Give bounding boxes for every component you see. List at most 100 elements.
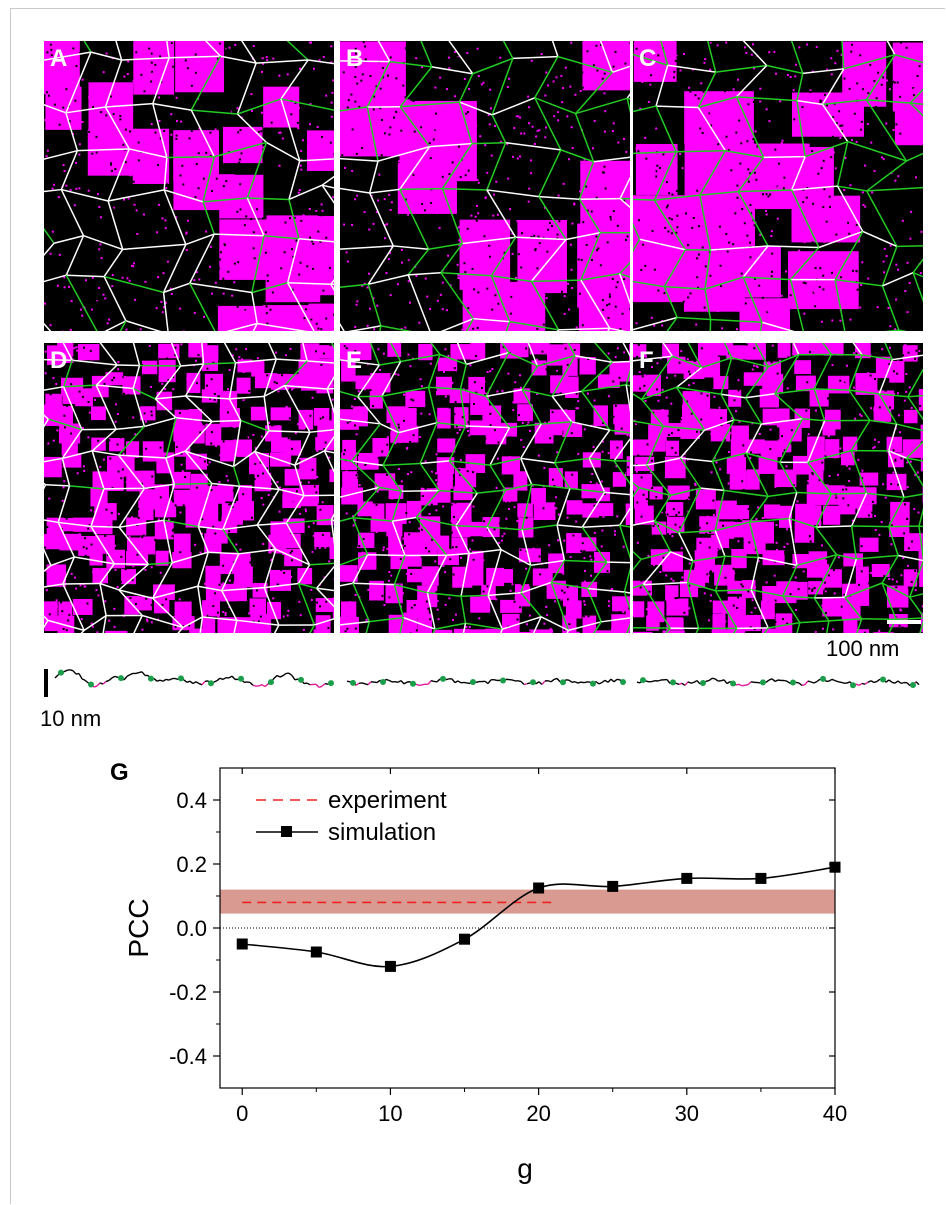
noise-dot [139,620,142,623]
noise-dot [410,606,413,609]
cell-edge [710,245,769,251]
noise-dot [551,306,554,309]
noise-dot [386,288,389,291]
noise-dot [897,175,900,178]
noise-dot [448,173,451,176]
noise-dot [49,252,52,255]
noise-dot [349,601,352,604]
noise-dot [653,170,656,173]
noise-dot [505,594,508,597]
cell-edge [588,429,611,459]
noise-dot [347,99,350,102]
cell-edge [471,141,506,145]
noise-dot [449,470,452,473]
noise-dot [386,443,389,446]
noise-dot [753,270,756,273]
noise-dot [409,365,412,368]
noise-dot [809,130,812,133]
noise-dot [382,549,385,552]
noise-dot [459,260,462,263]
cell-edge [427,354,441,388]
cell-edge [502,41,514,59]
domain-blob [370,373,391,393]
cell-edge [44,149,78,160]
noise-dot [148,289,151,292]
noise-dot [260,130,263,133]
noise-dot [582,53,585,56]
noise-dot [52,430,55,433]
noise-dot [495,352,498,355]
noise-dot [441,545,444,548]
noise-dot [184,59,187,62]
noise-dot [509,312,512,315]
noise-dot [405,524,408,527]
noise-dot [554,327,557,330]
noise-dot [912,87,915,90]
noise-dot [831,319,834,322]
domain-blob [727,615,751,632]
domain-blob [871,564,890,577]
cell-edge [60,150,79,190]
noise-dot [571,473,574,476]
noise-dot [900,296,903,299]
noise-dot [603,130,606,133]
noise-dot [262,503,265,506]
noise-dot [653,324,656,327]
noise-dot [467,169,470,172]
noise-dot [461,213,464,216]
cell-edge [633,316,678,331]
noise-dot [749,172,752,175]
noise-dot [808,52,811,55]
noise-dot [119,115,122,118]
noise-dot [236,305,239,308]
noise-dot [670,218,673,221]
noise-dot [390,574,393,577]
domain-blob [920,454,923,472]
noise-dot [353,573,356,576]
noise-dot [184,476,187,479]
noise-dot [287,609,290,612]
noise-dot [70,432,73,435]
cell-edge [62,556,76,585]
cell-edge [321,175,334,186]
noise-dot [816,144,819,147]
noise-dot [354,350,357,353]
noise-dot [286,259,289,262]
noise-dot [514,194,517,197]
noise-dot [566,598,569,601]
noise-dot [614,300,617,303]
cell-edge [448,425,467,462]
cell-edge [105,102,153,108]
domain-blob [841,599,861,621]
cell-edge [556,488,571,526]
noise-dot [332,550,334,553]
cell-edge [247,197,289,201]
noise-dot [498,68,501,71]
cell-edge [527,343,539,367]
cell-edge [381,395,400,433]
noise-dot [495,598,498,601]
noise-dot [640,54,643,57]
domain-blob [859,537,879,552]
noise-dot [792,89,795,92]
noise-dot [150,294,153,297]
noise-dot [90,308,93,311]
noise-dot [359,226,362,229]
noise-dot [615,198,618,201]
noise-dot [777,93,780,96]
noise-dot [508,500,511,503]
domain-blob [402,425,419,443]
noise-dot [391,272,394,275]
noise-dot [720,318,723,321]
cell-edge [256,488,280,526]
noise-dot [612,380,615,383]
noise-dot [519,386,522,389]
noise-dot [375,473,378,476]
noise-dot [113,607,116,610]
noise-dot [185,232,188,235]
noise-dot [461,416,464,419]
noise-dot [386,597,389,600]
domain-blob [353,406,368,427]
noise-dot [695,323,698,326]
noise-dot [70,364,73,367]
